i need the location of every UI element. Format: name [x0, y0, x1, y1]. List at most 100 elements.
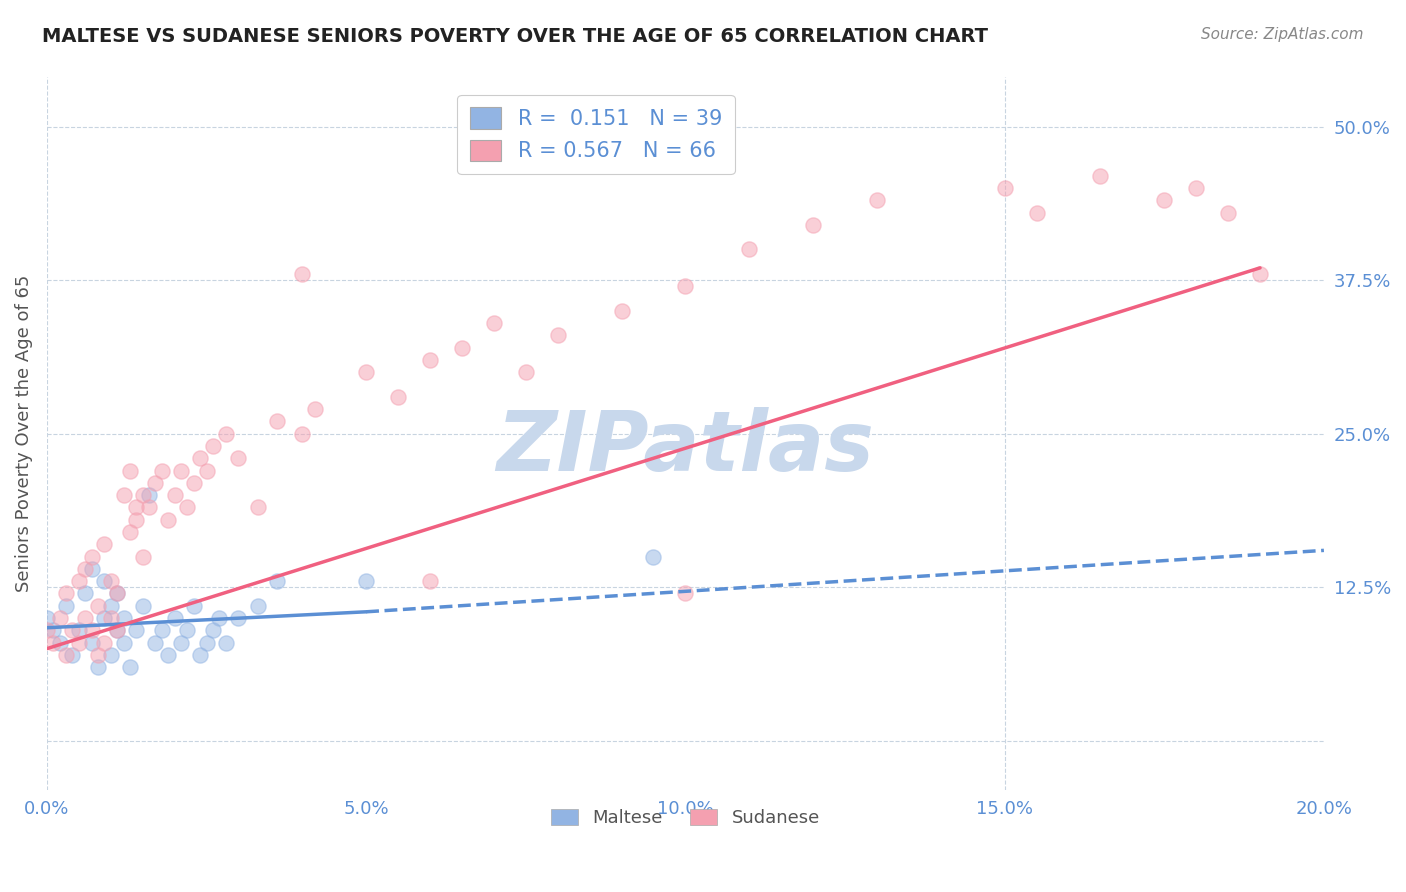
Point [105, 586, 128, 600]
Point [673, 279, 696, 293]
Point [1153, 194, 1175, 208]
Point [183, 475, 205, 490]
Point [42, 635, 65, 649]
Point [80, 562, 103, 576]
Point [163, 488, 186, 502]
Text: Source: ZipAtlas.com: Source: ZipAtlas.com [1201, 27, 1364, 42]
Point [100, 648, 122, 662]
Point [195, 463, 218, 477]
Text: ZIPatlas: ZIPatlas [496, 408, 875, 489]
Point [291, 426, 314, 441]
Point [87, 648, 110, 662]
Point [93, 611, 115, 625]
Point [246, 599, 269, 613]
Point [291, 267, 314, 281]
Point [176, 500, 198, 515]
Point [48, 635, 70, 649]
Point [87, 660, 110, 674]
Point [1249, 267, 1271, 281]
Point [195, 635, 218, 649]
Point [208, 611, 231, 625]
Text: MALTESE VS SUDANESE SENIORS POVERTY OVER THE AGE OF 65 CORRELATION CHART: MALTESE VS SUDANESE SENIORS POVERTY OVER… [42, 27, 988, 45]
Point [201, 439, 224, 453]
Point [643, 549, 665, 564]
Point [157, 513, 180, 527]
Point [67, 624, 90, 638]
Point [188, 648, 211, 662]
Point [48, 611, 70, 625]
Point [138, 500, 160, 515]
Point [112, 635, 135, 649]
Point [419, 353, 441, 368]
Point [1090, 169, 1112, 183]
Point [125, 513, 148, 527]
Point [150, 624, 173, 638]
Point [1185, 181, 1208, 195]
Point [112, 611, 135, 625]
Point [131, 599, 153, 613]
Point [451, 341, 474, 355]
Point [93, 635, 115, 649]
Point [67, 574, 90, 588]
Point [801, 218, 824, 232]
Point [201, 624, 224, 638]
Point [112, 488, 135, 502]
Point [266, 574, 288, 588]
Point [55, 648, 77, 662]
Point [176, 624, 198, 638]
Point [419, 574, 441, 588]
Point [131, 549, 153, 564]
Point [80, 635, 103, 649]
Point [170, 635, 193, 649]
Point [354, 574, 377, 588]
Point [105, 624, 128, 638]
Point [131, 488, 153, 502]
Point [170, 463, 193, 477]
Point [1025, 205, 1047, 219]
Point [145, 475, 167, 490]
Point [100, 574, 122, 588]
Point [80, 624, 103, 638]
Point [75, 586, 97, 600]
Point [150, 463, 173, 477]
Point [246, 500, 269, 515]
Point [118, 660, 141, 674]
Point [515, 365, 537, 379]
Legend: Maltese, Sudanese: Maltese, Sudanese [544, 802, 827, 834]
Point [75, 611, 97, 625]
Point [387, 390, 409, 404]
Point [125, 624, 148, 638]
Point [67, 635, 90, 649]
Point [118, 463, 141, 477]
Point [304, 402, 326, 417]
Point [55, 586, 77, 600]
Point [163, 611, 186, 625]
Point [118, 524, 141, 539]
Point [62, 624, 84, 638]
Point [673, 586, 696, 600]
Point [183, 599, 205, 613]
Point [93, 574, 115, 588]
Point [145, 635, 167, 649]
Point [994, 181, 1017, 195]
Point [228, 451, 250, 466]
Point [215, 635, 238, 649]
Y-axis label: Seniors Poverty Over the Age of 65: Seniors Poverty Over the Age of 65 [15, 275, 32, 592]
Point [138, 488, 160, 502]
Point [215, 426, 238, 441]
Point [93, 537, 115, 551]
Point [266, 414, 288, 428]
Point [42, 624, 65, 638]
Point [547, 328, 569, 343]
Point [55, 599, 77, 613]
Point [35, 624, 58, 638]
Point [105, 586, 128, 600]
Point [62, 648, 84, 662]
Point [738, 243, 761, 257]
Point [125, 500, 148, 515]
Point [482, 316, 505, 330]
Point [35, 611, 58, 625]
Point [75, 562, 97, 576]
Point [105, 624, 128, 638]
Point [354, 365, 377, 379]
